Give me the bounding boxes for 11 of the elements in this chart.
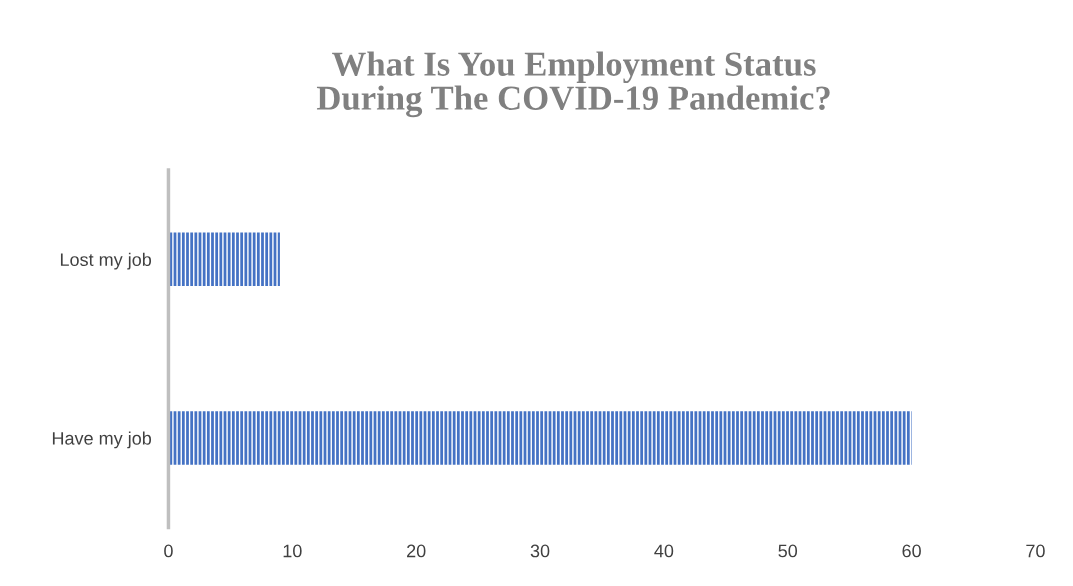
chart-title: What Is You Employment Status During The COVID-19 Pandemic?: [316, 51, 830, 118]
x-tick-label: 70: [1026, 544, 1045, 558]
x-tick-label: 20: [407, 544, 426, 558]
x-tick-label: 60: [902, 544, 921, 558]
x-tick-label: 40: [654, 544, 674, 558]
x-tick-label: 0: [164, 544, 173, 558]
y-tick-label: Lost my job: [60, 252, 152, 270]
x-tick-label: 10: [283, 544, 302, 558]
x-tick-label: 50: [778, 544, 798, 558]
x-tick-label: 30: [530, 544, 550, 558]
y-tick-label: Have my job: [52, 431, 152, 449]
